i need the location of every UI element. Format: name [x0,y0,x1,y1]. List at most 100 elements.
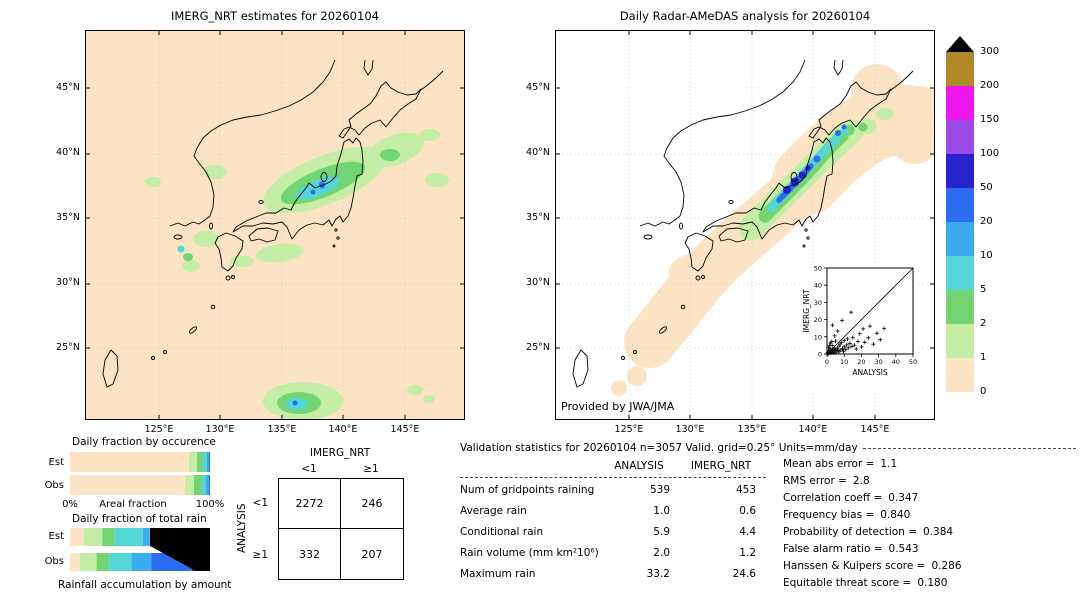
totalrain-bars [70,528,210,571]
lat-tick-label: 30°N [56,277,80,288]
scatter-inset: 0 10 20 30 40 50 0 10 20 30 40 50 ANALYS… [801,264,917,390]
stats-title-text: Validation statistics for 20260104 n=305… [460,442,858,454]
stats-header-rule [460,477,766,478]
lat-tick-label: 30°N [526,277,550,288]
stats-row-label: Num of gridpoints raining [460,484,595,496]
metric-label: Probability of detection = [783,526,918,538]
colorbar-tick-label: 5 [980,284,987,295]
metric-label: Equitable threat score = [783,577,912,589]
occurrence-obs-label: Obs [44,480,64,491]
contingency-col-label: <1 [301,463,317,475]
bar-segment [185,475,195,495]
colorbar-segment [946,358,974,392]
areal-axis-max: 100% [195,499,225,510]
lon-tick-label: 135°E [267,424,297,435]
colorbar-tick-label: 2 [980,318,987,329]
metric-label: Correlation coeff = [783,492,883,504]
scatter-y-tick: 20 [814,316,822,324]
colorbar-tick-label: 1 [980,352,987,363]
colorbar-tick-label: 100 [980,148,1000,159]
stats-imerg-value: 24.6 [732,568,756,580]
scatter-x-tick: 30 [874,358,882,366]
left-map-canvas [85,30,465,420]
colorbar-segment [946,256,974,290]
stats-analysis-value: 33.2 [646,568,670,580]
contingency-cell: 246 [341,479,403,529]
contingency-row-label: ≥1 [252,549,268,561]
stats-imerg-value: 4.4 [739,526,756,538]
right-map-title: Daily Radar-AMeDAS analysis for 20260104 [619,9,871,23]
stats-row-label: Rain volume (mm km²10⁶) [460,547,599,559]
scatter-x-axis-label: ANALYSIS [852,368,888,377]
metric-line: Mean abs error = 1.1 [783,458,897,470]
scatter-y-tick: 50 [814,265,822,273]
bar-segment [206,452,209,472]
lon-tick-label: 125°E [614,424,644,435]
left-map-title: IMERG_NRT estimates for 20260104 [171,9,379,23]
scatter-inset-canvas: 0 10 20 30 40 50 0 10 20 30 40 50 ANALYS… [802,265,917,378]
colorbar-tick-label: 300 [980,46,1000,57]
bar-segment [79,553,97,571]
lat-tick-label: 25°N [56,342,80,353]
contingency-table: 2272 246 332 207 [278,478,404,580]
scatter-x-tick: 40 [892,358,900,366]
totalrain-obs-label: Obs [44,556,64,567]
totalrain-est-label: Est [48,531,64,542]
stats-row: Conditional rain 5.9 4.4 [460,526,780,540]
bar-segment [96,553,110,571]
bar-segment [194,475,202,495]
colorbar-segment [946,324,974,358]
stats-row: Rain volume (mm km²10⁶) 2.0 1.2 [460,547,780,561]
stats-analysis-value: 539 [649,484,670,496]
colorbar-tick-label: 20 [980,216,993,227]
scatter-y-tick: 40 [814,282,822,290]
heavy-rain-wedge [150,528,210,571]
occurrence-bar-obs [70,475,210,495]
metric-label: Frequency bias = [783,509,875,521]
bar-segment [196,452,203,472]
contingency-row-label: <1 [252,497,268,509]
areal-axis-title: Areal fraction [99,499,167,510]
stats-row: Num of gridpoints raining 539 453 [460,484,780,498]
metric-value: 0.840 [880,509,911,521]
colorbar-tick-label: 200 [980,80,1000,91]
data-credit: Provided by JWA/JMA [561,400,675,413]
colorbar-segment [946,154,974,188]
metric-line: RMS error = 2.8 [783,475,870,487]
colorbar-segment [946,86,974,120]
colorbar-segment [946,222,974,256]
stats-row-label: Conditional rain [460,526,544,538]
contingency-col-label: ≥1 [363,463,379,475]
bar-segment [208,475,210,495]
stats-analysis-value: 2.0 [653,547,670,559]
bar-segment [201,475,207,495]
totalrain-footer: Rainfall accumulation by amount [58,579,232,591]
lon-tick-label: 145°E [390,424,420,435]
bar-segment [70,475,186,495]
metric-line: Equitable threat score = 0.180 [783,577,947,589]
bar-segment [142,528,150,546]
metric-line: Correlation coeff = 0.347 [783,492,918,504]
right-precip-trace-blobs [611,64,935,396]
metric-value: 0.543 [888,543,919,555]
colorbar-overflow-arrow [946,36,974,52]
contingency-row-axis: ANALYSIS [236,503,248,553]
lat-tick-label: 40°N [56,147,80,158]
colorbar-tick-label: 10 [980,250,993,261]
stats-header-row: ANALYSIS IMERG_NRT [460,460,780,474]
metric-value: 0.286 [931,560,962,572]
stats-row: Maximum rain 33.2 24.6 [460,568,780,582]
colorbar-segment [946,120,974,154]
scatter-x-tick: 0 [825,358,829,366]
lat-tick-label: 45°N [56,82,80,93]
metric-line: Probability of detection = 0.384 [783,526,953,538]
scatter-x-tick: 10 [840,358,848,366]
left-map-background [85,30,465,420]
stats-analysis-value: 1.0 [653,505,670,517]
metric-value: 0.347 [888,492,919,504]
stats-imerg-value: 1.2 [739,547,756,559]
metric-label: Hanssen & Kuipers score = [783,560,926,572]
bar-segment [208,452,210,472]
stats-col-imerg: IMERG_NRT [690,460,752,472]
stats-imerg-value: 0.6 [739,505,756,517]
